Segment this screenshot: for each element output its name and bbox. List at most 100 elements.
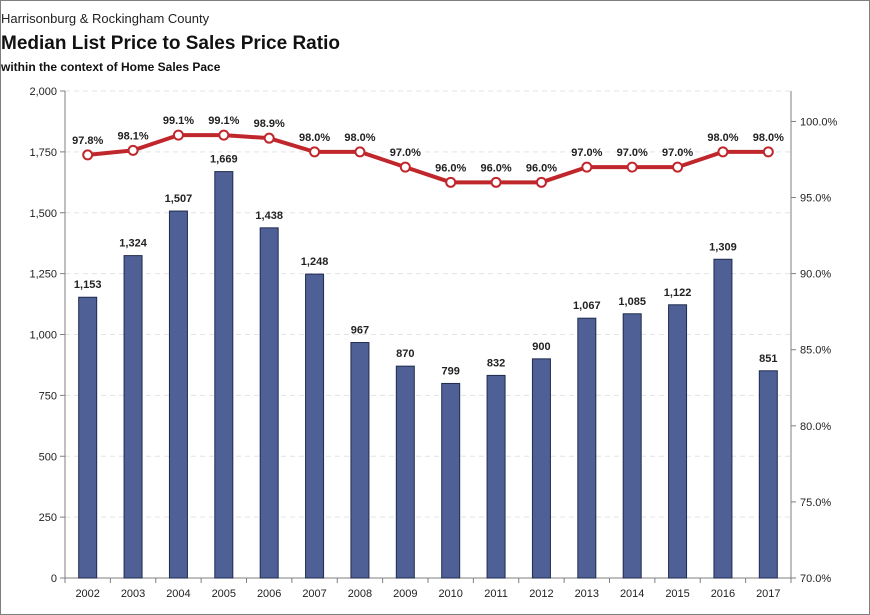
line-point xyxy=(581,161,593,173)
line-point xyxy=(717,146,729,158)
chart-supertitle: Harrisonburg & Rockingham County xyxy=(1,11,210,26)
line-data-label: 98.0% xyxy=(299,132,330,144)
line-data-label: 96.0% xyxy=(435,162,466,174)
line-point xyxy=(535,176,547,188)
line-data-label: 98.1% xyxy=(117,130,148,142)
line-point xyxy=(263,132,275,144)
line-data-label: 96.0% xyxy=(526,162,557,174)
x-tick-label: 2015 xyxy=(665,588,689,600)
left-tick-label: 2,000 xyxy=(29,86,57,98)
bar xyxy=(259,227,279,579)
right-tick-label: 80.0% xyxy=(800,421,831,433)
bar-data-label: 1,324 xyxy=(119,238,147,250)
bar-data-label: 1,067 xyxy=(573,300,601,312)
line-point xyxy=(354,146,366,158)
bar xyxy=(78,296,98,579)
right-tick-label: 75.0% xyxy=(800,497,831,509)
left-tick-label: 0 xyxy=(51,573,57,585)
x-tick-label: 2004 xyxy=(166,588,190,600)
bar xyxy=(305,273,325,579)
line-data-label: 98.9% xyxy=(254,118,285,130)
bar-data-label: 900 xyxy=(532,341,550,353)
right-tick-label: 95.0% xyxy=(800,193,831,205)
bar-data-label: 851 xyxy=(759,353,777,365)
line-point xyxy=(490,176,502,188)
x-tick-label: 2017 xyxy=(756,588,780,600)
x-tick-label: 2005 xyxy=(212,588,236,600)
line-data-label: 97.0% xyxy=(662,147,693,159)
left-tick-label: 1,500 xyxy=(29,208,57,220)
x-tick-label: 2009 xyxy=(393,588,417,600)
right-tick-label: 85.0% xyxy=(800,345,831,357)
line-point xyxy=(626,161,638,173)
bar-data-label: 1,122 xyxy=(664,287,692,299)
bar xyxy=(168,210,188,579)
bar-data-label: 967 xyxy=(351,325,369,337)
chart-subtitle: within the context of Home Sales Pace xyxy=(1,60,221,74)
line-point xyxy=(82,149,94,161)
line-data-label: 98.0% xyxy=(344,132,375,144)
line-data-label: 98.0% xyxy=(707,132,738,144)
chart-title: Median List Price to Sales Price Ratio xyxy=(1,33,340,54)
bar-data-label: 1,085 xyxy=(618,296,646,308)
x-tick-label: 2007 xyxy=(302,588,326,600)
bar xyxy=(123,255,143,579)
ratio-line xyxy=(87,133,769,185)
bar-data-label: 1,248 xyxy=(301,256,329,268)
bar xyxy=(486,374,506,579)
x-tick-label: 2012 xyxy=(529,588,553,600)
line-data-label: 99.1% xyxy=(163,115,194,127)
left-tick-label: 250 xyxy=(39,512,57,524)
bar xyxy=(395,365,415,579)
x-tick-label: 2014 xyxy=(620,588,644,600)
bar xyxy=(713,258,733,579)
x-tick-label: 2011 xyxy=(484,588,508,600)
line-data-label: 97.8% xyxy=(72,135,103,147)
x-tick-label: 2008 xyxy=(348,588,372,600)
x-tick-label: 2002 xyxy=(75,588,99,600)
left-tick-label: 500 xyxy=(39,451,57,463)
left-tick-label: 1,000 xyxy=(29,330,57,342)
bar-data-label: 1,309 xyxy=(709,241,737,253)
right-tick-label: 70.0% xyxy=(800,573,831,585)
left-tick-label: 1,250 xyxy=(29,269,57,281)
x-tick-label: 2013 xyxy=(575,588,599,600)
left-tick-label: 750 xyxy=(39,390,57,402)
line-point xyxy=(672,161,684,173)
bar-data-label: 832 xyxy=(487,357,505,369)
bar xyxy=(622,313,642,579)
bar-data-label: 1,669 xyxy=(210,154,238,166)
bar-data-label: 870 xyxy=(396,348,414,360)
line-series: 97.8% 98.1% 99.1% 99.1% 98.9% 98.0% 98.0% 97.0%… xyxy=(72,115,784,188)
line-point xyxy=(172,129,184,141)
x-tick-label: 2006 xyxy=(257,588,281,600)
bar xyxy=(758,370,778,579)
line-point xyxy=(127,144,139,156)
line-data-label: 99.1% xyxy=(208,115,239,127)
bar-data-label: 1,507 xyxy=(165,193,193,205)
bar xyxy=(577,317,597,579)
left-tick-label: 1,750 xyxy=(29,147,57,159)
bar-series: 1,153 1,324 1,507 1,669 1,438 1,248 967 870 799 8… xyxy=(74,154,778,579)
right-tick-label: 100.0% xyxy=(800,116,838,128)
bar xyxy=(531,358,551,579)
bar xyxy=(441,382,461,579)
bar-data-label: 1,153 xyxy=(74,279,102,291)
line-data-label: 97.0% xyxy=(617,147,648,159)
bar xyxy=(350,342,370,579)
bar xyxy=(214,171,234,579)
x-tick-label: 2010 xyxy=(438,588,462,600)
axes: 0 250 500 750 1,000 1,250 1,500 1,750 2,000 70.0%… xyxy=(29,86,837,600)
line-point xyxy=(309,146,321,158)
x-tick-label: 2003 xyxy=(121,588,145,600)
x-tick-label: 2016 xyxy=(711,588,735,600)
bar-data-label: 799 xyxy=(442,365,460,377)
bar xyxy=(668,304,688,579)
line-point xyxy=(445,176,457,188)
line-data-label: 97.0% xyxy=(571,147,602,159)
right-tick-label: 90.0% xyxy=(800,269,831,281)
line-data-label: 96.0% xyxy=(480,162,511,174)
line-point xyxy=(399,161,411,173)
